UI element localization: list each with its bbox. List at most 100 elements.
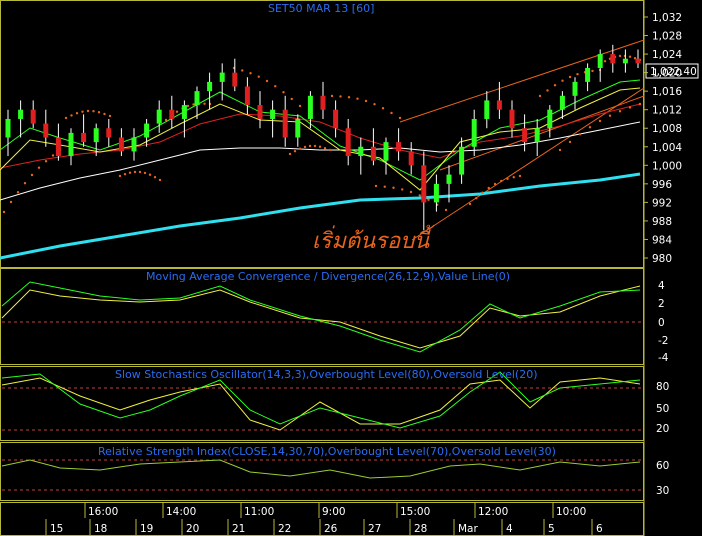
panel-frames (0, 0, 645, 536)
sar-dot (373, 103, 376, 106)
sar-dot (618, 110, 622, 113)
price-tick-label: 1,008 (652, 123, 682, 135)
sar-dot (128, 171, 132, 174)
macd-tick-label: 0 (658, 317, 665, 329)
sar-dot (608, 114, 612, 117)
candle-body (282, 109, 288, 138)
sar-dot (143, 171, 147, 175)
price-tick-label: 1,024 (652, 49, 682, 61)
sar-dot (86, 109, 90, 113)
stoch-lines (1, 371, 641, 431)
sar-dot (44, 160, 48, 163)
macd-signal-line (1, 281, 641, 353)
time-label: 16:00 (88, 506, 118, 518)
sar-dot (546, 89, 549, 92)
candle-body (370, 146, 376, 161)
candle-body (244, 86, 250, 106)
sar-dot (598, 119, 602, 123)
sar-dot (553, 84, 557, 87)
candle-body (635, 58, 641, 64)
candle-body (156, 109, 162, 124)
sar-dot (392, 186, 395, 189)
sar-dot (561, 79, 564, 82)
axes: 1,032 1,028 1,024 1,020 1,016 1,012 1,008 1,004… (45, 12, 682, 535)
candle-body (572, 81, 578, 96)
sar-dot (290, 97, 293, 101)
stoch-tick-label: 50 (656, 403, 669, 415)
sar-dot (303, 145, 307, 149)
sar-dot (75, 112, 79, 115)
sar-dot (506, 177, 509, 180)
sar-dot (578, 133, 582, 136)
sar-dot (475, 197, 478, 200)
sar-dot (487, 186, 490, 190)
sar-dot (628, 55, 632, 58)
sar-dot (364, 99, 368, 103)
sar-dot (381, 107, 385, 110)
candle-body (509, 109, 515, 129)
sar-dot (241, 69, 244, 72)
candle-body (81, 132, 87, 143)
candle-body (622, 58, 628, 64)
price-tick-label: 980 (652, 253, 672, 265)
candle-body (131, 137, 137, 152)
date-label: 27 (368, 523, 381, 535)
sar-dot (468, 202, 472, 206)
date-label: 15 (50, 523, 63, 535)
macd-title: Moving Average Convergence / Divergence(… (146, 270, 510, 283)
date-label: 20 (186, 523, 199, 535)
sar-dot (51, 154, 55, 157)
sar-dot (265, 79, 269, 83)
sar-dot (390, 111, 393, 115)
price-tick-label: 992 (652, 197, 672, 209)
candle-body (219, 72, 225, 82)
candle-body (471, 118, 477, 147)
sar-dot (591, 69, 594, 73)
ma-green (0, 79, 641, 181)
rsi-tick-label: 30 (656, 485, 669, 497)
sar-dot (339, 95, 342, 98)
price-tick-label: 1,012 (652, 105, 682, 117)
sar-dot (298, 147, 302, 150)
date-label: Mar (458, 523, 478, 535)
date-label: 26 (324, 523, 338, 535)
stoch-title: Slow Stochastics Oscillator(14,3,3),Over… (115, 368, 538, 381)
sar-dot (628, 106, 632, 109)
sar-dot (328, 148, 332, 152)
sar-dot (123, 173, 127, 176)
macd-tick-label: -4 (658, 352, 669, 364)
candlesticks (5, 44, 641, 231)
candle-body (333, 109, 339, 129)
candle-body (534, 128, 540, 143)
candle-body (30, 109, 36, 124)
middle-trend-line (439, 95, 645, 171)
sar-dot (148, 173, 152, 176)
last-price-text: 1,022.40 (650, 66, 697, 78)
price-tick-label: 988 (652, 216, 672, 228)
macd-tick-label: -2 (658, 335, 668, 347)
sar-dot (186, 104, 190, 108)
candle-body (68, 132, 74, 157)
macd-tick-label: 4 (658, 280, 665, 292)
macd-lines (1, 281, 641, 353)
sar-dot (538, 94, 542, 98)
sar-dot (398, 116, 402, 120)
ma-yellow (0, 87, 641, 191)
candle-body (446, 174, 452, 184)
chart-title: SET50 MAR 13 [60] (268, 2, 374, 15)
candle-body (383, 142, 389, 161)
candle-body (522, 128, 528, 143)
sar-dot (323, 147, 327, 150)
sar-dot (313, 144, 317, 148)
candle-body (585, 67, 591, 82)
candle-body (169, 109, 175, 119)
sar-dot (568, 140, 572, 144)
price-tick-label: 1,016 (652, 86, 682, 98)
candle-body (358, 146, 364, 157)
sar-dot (374, 184, 378, 188)
rsi-value-line (1, 459, 641, 479)
candle-body (421, 165, 427, 203)
stoch-d-line (1, 371, 641, 429)
candle-body (18, 109, 24, 119)
sar-dot (2, 210, 6, 214)
